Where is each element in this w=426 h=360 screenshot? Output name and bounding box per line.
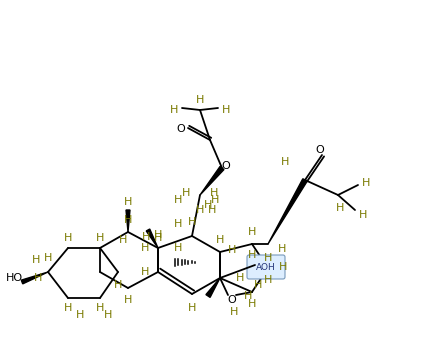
Text: H: H xyxy=(221,105,230,115)
Text: H: H xyxy=(278,262,287,272)
Polygon shape xyxy=(146,229,158,248)
Text: H: H xyxy=(227,245,236,255)
Text: O: O xyxy=(315,145,324,155)
Text: O: O xyxy=(176,124,185,134)
Text: H: H xyxy=(243,291,252,301)
Text: HO: HO xyxy=(6,273,23,283)
Text: H: H xyxy=(229,307,238,317)
Text: H: H xyxy=(141,243,149,253)
Text: H: H xyxy=(141,232,150,242)
Text: H: H xyxy=(173,195,182,205)
Polygon shape xyxy=(199,166,223,195)
Text: H: H xyxy=(207,205,216,215)
Text: H: H xyxy=(76,310,84,320)
Text: O: O xyxy=(221,161,230,171)
Text: H: H xyxy=(263,275,271,285)
Text: H: H xyxy=(203,200,212,210)
Text: H: H xyxy=(215,235,224,245)
Text: H: H xyxy=(263,253,271,263)
Text: H: H xyxy=(141,267,149,277)
Text: H: H xyxy=(196,205,204,215)
Text: H: H xyxy=(253,280,262,290)
Text: H: H xyxy=(63,233,72,243)
Text: H: H xyxy=(358,210,366,220)
Text: H: H xyxy=(173,243,182,253)
Polygon shape xyxy=(205,278,219,297)
Text: H: H xyxy=(44,253,52,263)
Text: H: H xyxy=(210,195,219,205)
Text: H: H xyxy=(124,215,132,225)
Text: H: H xyxy=(181,188,190,198)
Text: H: H xyxy=(114,280,122,290)
Text: H: H xyxy=(187,303,196,313)
Text: H: H xyxy=(153,230,162,240)
Text: H: H xyxy=(32,255,40,265)
Text: H: H xyxy=(63,303,72,313)
Text: H: H xyxy=(247,299,256,309)
Text: H: H xyxy=(124,197,132,207)
Text: H: H xyxy=(247,250,256,260)
Text: O: O xyxy=(227,295,236,305)
Polygon shape xyxy=(126,210,130,232)
Text: H: H xyxy=(247,227,256,237)
Text: H: H xyxy=(124,295,132,305)
Text: H: H xyxy=(187,217,196,227)
Text: H: H xyxy=(277,244,285,254)
Text: H: H xyxy=(104,310,112,320)
Text: H: H xyxy=(95,303,104,313)
Text: H: H xyxy=(34,273,42,283)
Text: H: H xyxy=(235,273,244,283)
Text: H: H xyxy=(153,233,162,243)
Text: H: H xyxy=(118,235,127,245)
Text: AOH: AOH xyxy=(256,262,275,271)
FancyBboxPatch shape xyxy=(246,255,284,279)
Text: H: H xyxy=(170,105,178,115)
Text: H: H xyxy=(173,219,182,229)
Text: H: H xyxy=(209,188,218,198)
Polygon shape xyxy=(21,272,48,284)
Text: H: H xyxy=(280,157,288,167)
Polygon shape xyxy=(268,179,306,244)
Text: H: H xyxy=(335,203,343,213)
Text: H: H xyxy=(361,178,369,188)
Text: H: H xyxy=(196,95,204,105)
Text: H: H xyxy=(95,233,104,243)
